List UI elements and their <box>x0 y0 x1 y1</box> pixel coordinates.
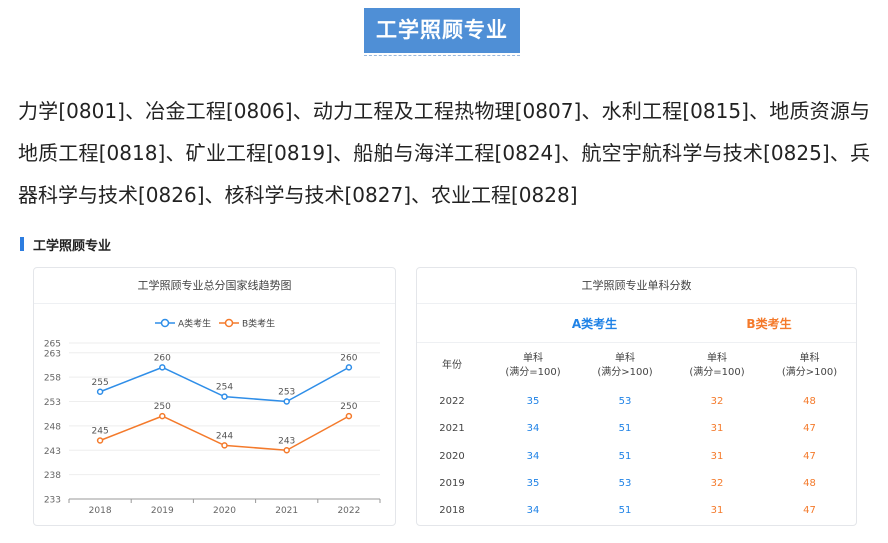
header-b-100: 单科 (满分=100) <box>671 352 763 380</box>
data-label: 243 <box>278 436 295 446</box>
b-100-cell: 31 <box>710 505 724 517</box>
header-a-over100: 单科 (满分>100) <box>579 352 671 380</box>
data-point <box>283 447 290 454</box>
a-over100-cell: 51 <box>618 423 632 435</box>
year-cell: 2018 <box>439 505 465 517</box>
category-a-label: A类考生 <box>571 317 618 331</box>
table-row: 2022 35 53 32 48 <box>417 388 856 415</box>
table-header-row: 年份 单科 (满分=100) 单科 (满分>100) 单科 (满分=100) 单… <box>417 344 856 388</box>
a-100-cell: 35 <box>526 477 540 489</box>
a-over100-cell: 51 <box>618 505 632 517</box>
header-a-over100-line2: (满分>100) <box>597 367 653 378</box>
b-over100-cell: 48 <box>803 477 816 489</box>
trend-chart-card: 工学照顾专业总分国家线趋势图 A类考生 B类考生 233 238 243 248 253 25… <box>33 267 396 526</box>
a-over100-cell: 53 <box>618 396 632 407</box>
section-label: 工学照顾专业 <box>33 238 112 254</box>
y-tick-label: 238 <box>44 471 61 481</box>
y-tick-label: 253 <box>44 398 61 408</box>
b-100-cell: 31 <box>710 450 724 462</box>
data-label: 250 <box>340 402 357 412</box>
a-over100-cell: 51 <box>618 450 632 462</box>
header-b-over100-line2: (满分>100) <box>781 367 838 378</box>
header-b-100-line1: 单科 <box>707 353 727 364</box>
a-100-cell: 34 <box>526 423 540 435</box>
data-label: 260 <box>154 353 171 363</box>
single-subject-card: 工学照顾专业单科分数 A类考生 B类考生 年份 单科 (满分=100) 单科 (… <box>416 267 857 526</box>
b-over100-cell: 47 <box>803 505 816 517</box>
year-cell: 2020 <box>439 450 465 462</box>
header-b-over100: 单科 (满分>100) <box>763 352 856 380</box>
b-100-cell: 31 <box>710 423 724 435</box>
data-point <box>283 398 290 405</box>
data-label: 260 <box>340 353 357 363</box>
table-card-title: 工学照顾专业单科分数 <box>417 268 856 304</box>
b-100-cell: 32 <box>710 396 724 407</box>
section-accent-bar <box>20 237 24 251</box>
data-point <box>221 442 228 449</box>
y-tick-label: 248 <box>44 422 61 432</box>
legend-label: A类考生 <box>178 318 211 330</box>
a-over100-cell: 53 <box>618 477 632 489</box>
header-b-100-line2: (满分=100) <box>689 367 745 378</box>
data-label: 244 <box>216 431 233 441</box>
b-100-cell: 32 <box>710 477 724 489</box>
y-tick-label: 265 <box>44 340 61 350</box>
table-row: 2021 34 51 31 47 <box>417 415 856 442</box>
title-underline <box>364 55 520 56</box>
header-a-100: 单科 (满分=100) <box>487 352 579 380</box>
legend-marker <box>224 318 234 328</box>
a-100-cell: 35 <box>526 396 540 407</box>
table-row: 2018 34 51 31 47 <box>417 497 856 524</box>
x-tick-label: 2020 <box>213 506 236 516</box>
legend-marker <box>160 318 170 328</box>
data-label: 250 <box>154 402 171 412</box>
header-year: 年份 <box>442 360 462 371</box>
category-b-label: B类考生 <box>746 317 792 331</box>
header-a-100-line2: (满分=100) <box>505 367 561 378</box>
y-tick-label: 258 <box>44 374 61 384</box>
header-b-over100-line1: 单科 <box>799 353 820 364</box>
category-header-row: A类考生 B类考生 <box>417 305 856 343</box>
header-a-over100-line1: 单科 <box>615 353 635 364</box>
year-cell: 2021 <box>439 423 465 435</box>
b-over100-cell: 47 <box>803 450 816 462</box>
data-label: 245 <box>92 427 109 437</box>
section-heading: 工学照顾专业 <box>20 236 112 254</box>
data-point <box>96 388 104 395</box>
y-tick-label: 233 <box>44 496 61 506</box>
year-cell: 2022 <box>439 396 465 407</box>
intro-paragraph: 力学[0801]、冶金工程[0806]、动力工程及工程热物理[0807]、水利工… <box>18 99 870 207</box>
table-row: 2019 35 53 32 48 <box>417 470 856 497</box>
data-label: 255 <box>92 378 109 388</box>
score-table: 年份 单科 (满分=100) 单科 (满分>100) 单科 (满分=100) 单… <box>417 344 856 524</box>
data-point <box>345 412 353 420</box>
y-tick-label: 263 <box>44 349 61 359</box>
a-100-cell: 34 <box>526 505 540 517</box>
data-label: 253 <box>278 388 295 398</box>
x-tick-label: 2022 <box>337 506 360 516</box>
x-tick-label: 2018 <box>89 506 112 516</box>
data-point <box>159 364 166 371</box>
y-tick-label: 243 <box>44 447 61 457</box>
page-title: 工学照顾专业 <box>364 8 520 53</box>
x-tick-label: 2019 <box>151 506 174 516</box>
header-a-100-line1: 单科 <box>523 353 543 364</box>
year-cell: 2019 <box>439 477 465 489</box>
data-point <box>159 412 166 420</box>
x-tick-label: 2021 <box>275 506 298 516</box>
b-over100-cell: 48 <box>803 396 816 407</box>
data-point <box>345 364 353 371</box>
b-over100-cell: 47 <box>803 423 816 435</box>
page-title-banner: 工学照顾专业 <box>364 8 520 56</box>
data-point <box>221 393 228 400</box>
table-row: 2020 34 51 31 47 <box>417 443 856 470</box>
a-100-cell: 34 <box>526 450 540 462</box>
data-label: 254 <box>216 383 233 393</box>
chart-card-title: 工学照顾专业总分国家线趋势图 <box>34 268 395 304</box>
data-point <box>96 437 104 444</box>
legend-label: B类考生 <box>242 318 275 330</box>
